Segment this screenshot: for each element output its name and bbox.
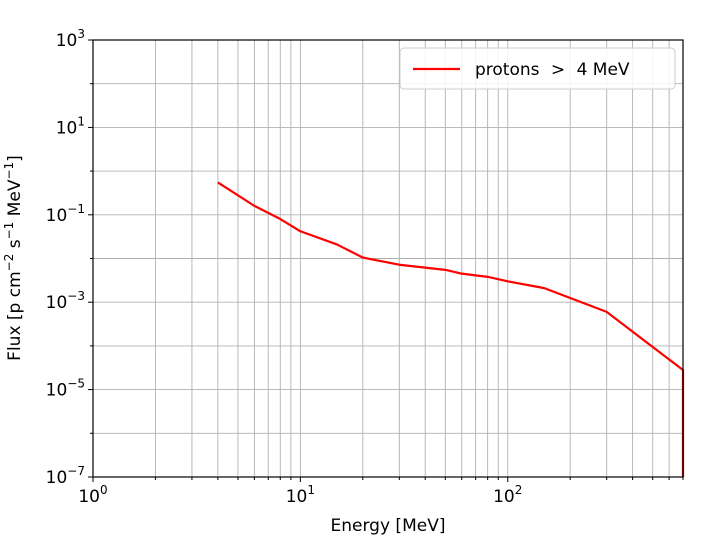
x-tick-labels: 100 101 102 bbox=[78, 483, 522, 507]
y-tick-label: 10−7 bbox=[46, 464, 85, 488]
y-tick-label: 10−3 bbox=[46, 289, 85, 313]
legend-box bbox=[399, 47, 676, 90]
series-layer bbox=[217, 181, 685, 477]
series-line-protons bbox=[217, 181, 685, 477]
x-tick-label: 102 bbox=[493, 483, 522, 507]
y-tick-label: 103 bbox=[56, 27, 85, 51]
y-tick-labels: 10−7 10−5 10−3 10−1 101 103 bbox=[46, 27, 85, 488]
x-axis-label: Energy [MeV] bbox=[331, 516, 446, 536]
y-tick-label: 10−1 bbox=[46, 202, 85, 226]
y-tick-label: 10−5 bbox=[46, 377, 85, 401]
axis-ticks bbox=[88, 39, 684, 482]
legend-label: protons > 4 MeV bbox=[475, 60, 630, 80]
x-tick-label: 101 bbox=[286, 483, 315, 507]
legend: protons > 4 MeV bbox=[399, 47, 676, 90]
y-tick-label: 101 bbox=[56, 114, 85, 138]
x-tick-label: 100 bbox=[78, 483, 107, 507]
y-axis-label: Flux [p cm−2 s−1 MeV−1] bbox=[2, 155, 25, 361]
